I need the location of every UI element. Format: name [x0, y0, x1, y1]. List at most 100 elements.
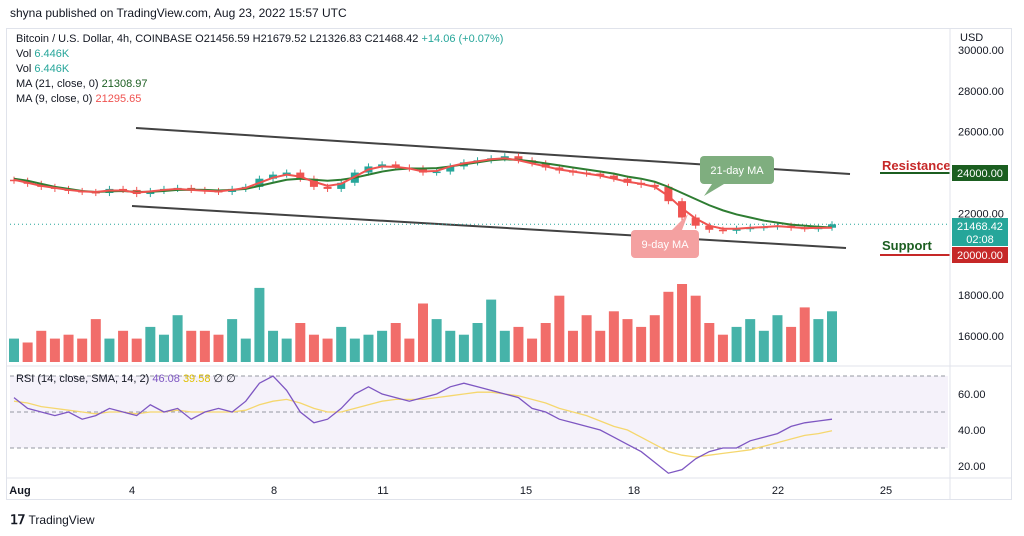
- volume-bar: [554, 295, 565, 362]
- chart-legend: Bitcoin / U.S. Dollar, 4h, COINBASE O214…: [16, 32, 503, 107]
- candle-body: [596, 173, 605, 176]
- volume-bar: [240, 338, 251, 362]
- volume-bar: [145, 326, 156, 362]
- ma21-callout-box: [700, 156, 774, 184]
- volume-bar: [363, 334, 374, 362]
- volume-bar: [90, 319, 101, 362]
- price-tick-label: 30000.00: [958, 45, 1004, 57]
- volume-bar: [322, 338, 333, 362]
- volume-bar: [704, 323, 715, 362]
- time-tick-label: 25: [880, 485, 892, 497]
- footer-brand[interactable]: 𝟣𝟩 TradingView: [10, 512, 95, 528]
- volume-bar: [158, 334, 169, 362]
- vol-label-2: Vol: [16, 63, 32, 75]
- vol-label: Vol: [16, 48, 32, 60]
- volume-bar: [758, 330, 769, 362]
- price-tick-label: 16000.00: [958, 331, 1004, 343]
- volume-bar: [622, 319, 633, 362]
- ma21-value: 21308.97: [101, 78, 148, 90]
- time-tick-label: 18: [628, 485, 640, 497]
- legend-change: +14.06 (+0.07%): [421, 33, 504, 45]
- volume-bar: [690, 295, 701, 362]
- publisher-line: shyna published on TradingView.com, Aug …: [10, 6, 347, 20]
- ma9-value: 21295.65: [95, 93, 142, 105]
- volume-bar: [199, 330, 210, 362]
- ma9-callout-box: [631, 230, 699, 258]
- last-price-text: 21468.42: [957, 221, 1003, 233]
- volume-bar: [458, 334, 469, 362]
- rsi-label: RSI (14, close, SMA, 14, 2): [16, 373, 150, 385]
- volume-bar: [186, 330, 197, 362]
- volume-bar: [77, 338, 88, 362]
- ma9-line: [13, 157, 833, 230]
- time-tick-label: 22: [772, 485, 784, 497]
- candle-body: [296, 172, 305, 179]
- volume-bar: [636, 326, 647, 362]
- volume-bar: [172, 315, 183, 362]
- volume-bar: [104, 338, 115, 362]
- ma9-callout-label: 9-day MA: [641, 239, 689, 251]
- candle-body: [500, 156, 509, 159]
- resistance-label: Resistance: [882, 158, 951, 173]
- volume-bar: [731, 326, 742, 362]
- volume-bar: [649, 315, 660, 362]
- price-tick-label: 18000.00: [958, 290, 1004, 302]
- volume-bar: [281, 338, 292, 362]
- volume-bar: [213, 334, 224, 362]
- support-price-text: 20000.00: [957, 250, 1003, 262]
- rsi-ma-line: [13, 391, 833, 458]
- volume-bar: [745, 319, 756, 362]
- legend-low: L21326.83: [309, 33, 362, 45]
- volume-bar: [527, 338, 538, 362]
- volume-bar: [254, 287, 265, 362]
- volume-bar: [540, 323, 551, 362]
- rsi-ma-value: 39.58: [182, 373, 211, 385]
- legend-high: H21679.52: [252, 33, 307, 45]
- volume-bar: [336, 326, 347, 362]
- volume-bar: [581, 315, 592, 362]
- time-tick-label: 15: [520, 485, 532, 497]
- volume-bar: [295, 323, 306, 362]
- rsi-tick-label: 20.00: [958, 461, 986, 473]
- symbol-title: Bitcoin / U.S. Dollar, 4h, COINBASE: [16, 33, 193, 45]
- ma21-label: MA (21, close, 0): [16, 78, 99, 90]
- volume-bar: [799, 307, 810, 362]
- volume-bar: [22, 342, 33, 362]
- volume-bar: [663, 291, 674, 362]
- volume-bar: [786, 326, 797, 362]
- volume-bar: [513, 326, 524, 362]
- rsi-tick-label: 60.00: [958, 389, 986, 401]
- volume-bar: [404, 338, 415, 362]
- last-price-badge: [952, 218, 1008, 246]
- ma21-callout-pointer: [704, 184, 724, 196]
- volume-bar: [445, 330, 456, 362]
- volume-bar: [827, 311, 837, 362]
- candle-body: [705, 225, 714, 230]
- volume-bar: [131, 338, 142, 362]
- candle-body: [718, 229, 727, 232]
- candle-body: [732, 228, 741, 231]
- volume-bar: [227, 319, 238, 362]
- candle-body: [664, 186, 673, 202]
- volume-bar: [677, 284, 688, 362]
- volume-bar: [431, 319, 442, 362]
- candle-body: [514, 156, 523, 161]
- volume-bar: [418, 303, 428, 362]
- volume-bar: [499, 330, 510, 362]
- support-trendline: [131, 205, 847, 249]
- volume-bar: [486, 299, 497, 362]
- rsi-value: 46.08: [152, 373, 180, 385]
- volume-bar: [49, 338, 60, 362]
- rsi-line: [13, 375, 833, 474]
- candle-body: [446, 166, 455, 172]
- legend-close: C21468.42: [364, 33, 419, 45]
- time-tick-label: 8: [271, 485, 277, 497]
- support-label: Support: [882, 238, 932, 253]
- candle-body: [691, 217, 700, 226]
- ma9-callout-pointer: [672, 214, 688, 230]
- resistance-price-text: 24000.00: [957, 168, 1003, 180]
- rsi-extra: ∅ ∅: [213, 373, 236, 385]
- time-tick-label: 4: [129, 485, 135, 497]
- currency-label: USD: [960, 32, 984, 44]
